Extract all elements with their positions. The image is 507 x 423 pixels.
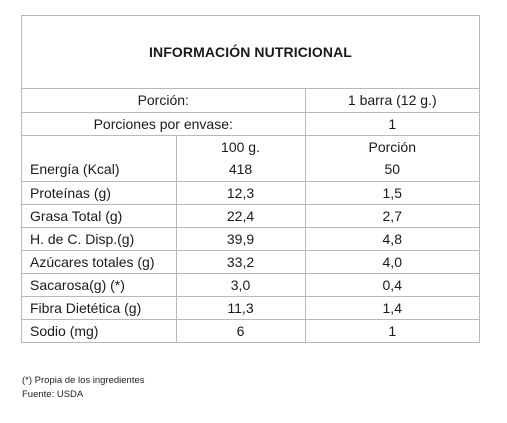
value-per-100g: 11,3 [175,295,306,320]
table-row: Sodio (mg) 6 1 [22,318,479,342]
servings-per-container-row: Porciones por envase: 1 [22,111,479,136]
nutrient-name: Sodio (mg) [22,318,177,342]
nutrient-name: Proteínas (g) [22,180,177,205]
nutrient-rows: Energía (Kcal) 418 50 Proteínas (g) 12,3 1,5 G… [22,158,479,342]
footnote-source: Fuente: USDA [22,389,84,400]
table-row: Energía (Kcal) 418 50 [22,158,479,182]
value-per-serving: 1,5 [304,180,479,205]
panel-title: INFORMACIÓN NUTRICIONAL [149,44,352,60]
table-row: Sacarosa(g) (*) 3,0 0,4 [22,272,479,297]
column-header-row: 100 g. Porción [22,134,479,158]
serving-size-row: Porción: 1 barra (12 g.) [22,89,479,113]
header-per-serving: Porción [304,134,479,158]
value-per-serving: 50 [304,158,479,182]
value-per-100g: 3,0 [175,272,306,297]
serving-size-label: Porción: [22,89,306,113]
value-per-100g: 418 [175,158,306,182]
value-per-serving: 1,4 [304,295,479,320]
value-per-100g: 6 [175,318,306,342]
servings-per-container-label: Porciones por envase: [22,111,306,136]
nutrient-name: Fibra Dietética (g) [22,295,177,320]
nutrient-name: Sacarosa(g) (*) [22,272,177,297]
value-per-100g: 33,2 [175,249,306,274]
table-row: H. de C. Disp.(g) 39,9 4,8 [22,226,479,251]
nutrient-name: Grasa Total (g) [22,203,177,228]
value-per-serving: 0,4 [304,272,479,297]
nutrient-name: Azúcares totales (g) [22,249,177,274]
servings-per-container-value: 1 [304,111,479,136]
value-per-serving: 4,0 [304,249,479,274]
nutrient-name: Energía (Kcal) [22,158,177,182]
value-per-100g: 22,4 [175,203,306,228]
table-row: Fibra Dietética (g) 11,3 1,4 [22,295,479,320]
nutrition-facts-panel: INFORMACIÓN NUTRICIONAL Porción: 1 barra… [21,15,480,343]
header-per-100g: 100 g. [175,134,306,158]
serving-size-value: 1 barra (12 g.) [304,89,479,113]
header-empty-cell [22,134,177,158]
value-per-serving: 2,7 [304,203,479,228]
title-box: INFORMACIÓN NUTRICIONAL [22,16,479,89]
nutrition-table: Porción: 1 barra (12 g.) Porciones por e… [22,89,479,342]
nutrient-name: H. de C. Disp.(g) [22,226,177,251]
table-row: Azúcares totales (g) 33,2 4,0 [22,249,479,274]
value-per-100g: 12,3 [175,180,306,205]
table-row: Grasa Total (g) 22,4 2,7 [22,203,479,228]
table-row: Proteínas (g) 12,3 1,5 [22,180,479,205]
footnotes: (*) Propia de los ingredientes Fuente: U… [22,374,145,402]
value-per-serving: 1 [304,318,479,342]
value-per-100g: 39,9 [175,226,306,251]
value-per-serving: 4,8 [304,226,479,251]
footnote-asterisk: (*) Propia de los ingredientes [22,375,145,386]
